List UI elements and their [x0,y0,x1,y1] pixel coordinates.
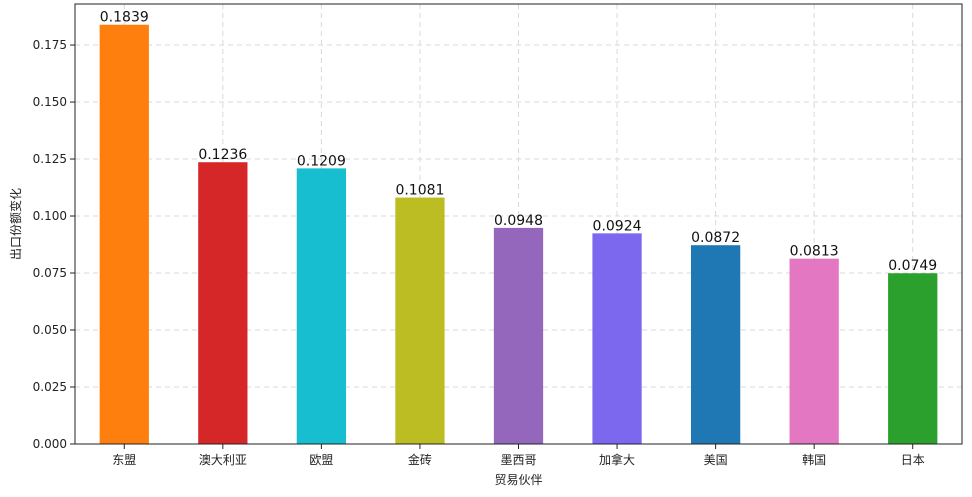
bar-value-label: 0.1236 [198,147,247,163]
bar [888,273,938,444]
bar-value-label: 0.0872 [691,230,740,246]
y-tick-label: 0.050 [33,323,67,337]
bar-value-label: 0.0948 [494,213,543,229]
bars [99,24,938,445]
bar-value-label: 0.1209 [297,153,346,169]
bar [296,168,347,445]
x-axis-ticks: 东盟 澳大利亚 欧盟 金砖 墨西哥 加拿大 美国 韩国 日本 [112,444,925,467]
y-axis-ticks: 0.000 0.025 0.050 0.075 0.100 0.125 0.150 0.175 [33,38,75,451]
y-tick-label: 0.150 [33,95,67,109]
y-tick-label: 0.025 [33,380,67,394]
y-axis-label: 出口份额变化 [8,188,23,260]
y-tick-label: 0.000 [33,437,67,451]
x-tick-label: 欧盟 [309,453,333,467]
x-tick-label: 加拿大 [599,452,635,467]
x-tick-label: 日本 [901,453,925,467]
bar [592,233,642,444]
bar [198,162,248,444]
y-tick-label: 0.175 [33,38,67,52]
grid-lines [75,4,962,445]
x-axis-label: 贸易伙伴 [494,473,542,487]
x-tick-label: 美国 [704,453,728,467]
x-tick-label: 东盟 [112,453,136,467]
x-tick-label: 韩国 [802,452,826,467]
y-tick-label: 0.075 [33,266,67,280]
bar [789,258,839,444]
bar-value-label: 0.0749 [888,258,937,274]
bar-value-label: 0.1081 [395,183,444,199]
bar [99,24,149,444]
bar-value-label: 0.0813 [790,244,839,260]
bar-value-labels: 0.1839 0.1236 0.1209 0.1081 0.0948 0.0924 0.08… [100,10,937,274]
y-tick-label: 0.125 [33,152,67,166]
x-tick-label: 墨西哥 [500,453,536,467]
bar [493,227,544,444]
x-tick-label: 金砖 [408,452,432,467]
bar-value-label: 0.1839 [100,10,149,26]
bar [395,197,445,444]
x-tick-label: 澳大利亚 [199,453,247,467]
bar [690,245,741,444]
bar-value-label: 0.0924 [593,218,642,234]
y-tick-label: 0.100 [33,209,67,223]
